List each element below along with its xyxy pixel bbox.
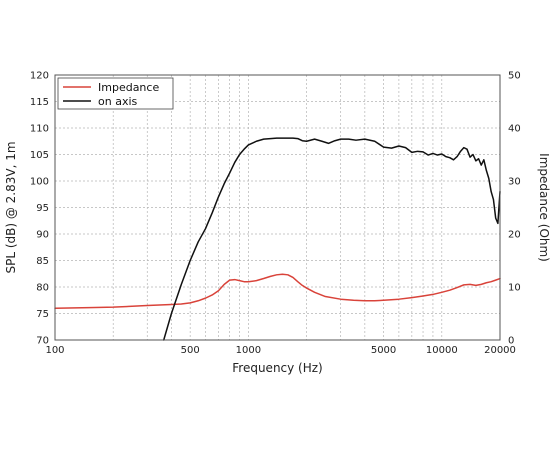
x-axis-label: Frequency (Hz) xyxy=(232,361,323,375)
y-left-tick-label: 90 xyxy=(36,230,49,241)
y-left-tick-label: 85 xyxy=(36,256,49,267)
series-line-impedance xyxy=(54,273,501,309)
legend-label-impedance: Impedance xyxy=(98,81,159,94)
y-left-tick-label: 120 xyxy=(30,71,49,82)
y-right-tick-label: 30 xyxy=(508,177,521,188)
x-tick-label: 10000 xyxy=(426,345,458,356)
y-right-tick-label: 10 xyxy=(508,283,521,294)
y-left-tick-label: 80 xyxy=(36,283,49,294)
grid-layer xyxy=(55,75,500,340)
x-tick-label: 5000 xyxy=(371,345,396,356)
x-tick-label: 20000 xyxy=(484,345,516,356)
y-left-tick-label: 100 xyxy=(30,177,49,188)
y-left-tick-label: 115 xyxy=(30,97,49,108)
y-left-tick-label: 110 xyxy=(30,124,49,135)
x-tick-label: 500 xyxy=(181,345,200,356)
x-tick-label: 100 xyxy=(45,345,64,356)
x-tick-label: 1000 xyxy=(236,345,261,356)
y-right-tick-label: 20 xyxy=(508,230,521,241)
y-right-tick-label: 0 xyxy=(508,336,514,347)
legend-box xyxy=(57,77,174,110)
y-left-tick-label: 70 xyxy=(36,336,49,347)
legend: Impedance on axis xyxy=(57,77,174,110)
y-axis-left-label: SPL (dB) @ 2.83V, 1m xyxy=(4,141,18,273)
series-line-on-axis xyxy=(162,137,501,341)
plot-frame xyxy=(54,74,501,341)
y-axis-right-label: Impedance (Ohm) xyxy=(537,153,550,262)
y-left-tick-label: 105 xyxy=(30,150,49,161)
y-right-tick-label: 40 xyxy=(508,124,521,135)
y-right-tick-label: 50 xyxy=(508,71,521,82)
legend-label-on-axis: on axis xyxy=(98,95,138,108)
y-left-tick-label: 75 xyxy=(36,309,49,320)
y-left-tick-label: 95 xyxy=(36,203,49,214)
series-layer xyxy=(54,137,501,341)
tick-layer: 100 500 1000 5000 10000 200007075808590951001… xyxy=(30,71,521,357)
